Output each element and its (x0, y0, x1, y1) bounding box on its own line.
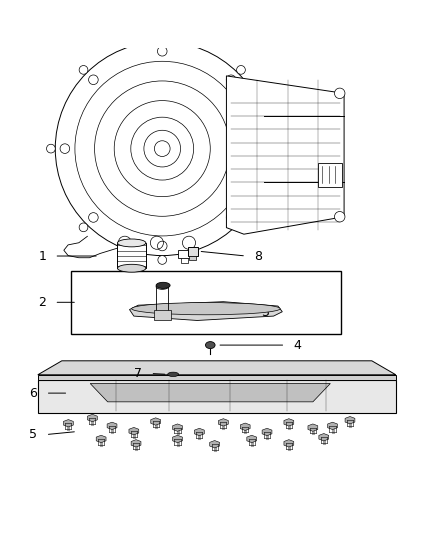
Ellipse shape (132, 303, 280, 315)
Ellipse shape (168, 372, 179, 376)
Polygon shape (240, 423, 250, 431)
Polygon shape (129, 427, 139, 435)
Bar (71, 271, 341, 334)
Ellipse shape (156, 284, 168, 289)
Circle shape (237, 223, 245, 232)
Text: 6: 6 (29, 386, 37, 400)
Circle shape (79, 223, 88, 232)
Polygon shape (38, 361, 396, 375)
Bar (180, 258, 187, 263)
Polygon shape (38, 375, 396, 380)
Polygon shape (308, 424, 318, 431)
Text: 7: 7 (134, 367, 142, 380)
Circle shape (79, 66, 88, 74)
Bar (153, 310, 171, 320)
Polygon shape (96, 435, 106, 442)
Circle shape (269, 144, 278, 153)
Polygon shape (247, 435, 257, 442)
Text: 8: 8 (254, 249, 262, 263)
Circle shape (237, 66, 245, 74)
Circle shape (158, 256, 166, 264)
Polygon shape (284, 419, 294, 426)
Polygon shape (131, 440, 141, 447)
Circle shape (158, 33, 166, 42)
Ellipse shape (205, 342, 215, 349)
Polygon shape (130, 302, 283, 320)
Polygon shape (345, 416, 355, 424)
Ellipse shape (156, 282, 170, 288)
Polygon shape (210, 440, 219, 448)
Circle shape (46, 144, 55, 153)
Polygon shape (262, 429, 272, 435)
Polygon shape (173, 424, 183, 431)
Polygon shape (328, 422, 337, 430)
Bar (188, 247, 198, 256)
Bar (177, 250, 191, 258)
Polygon shape (284, 440, 294, 447)
Polygon shape (88, 414, 97, 422)
Bar (117, 243, 146, 268)
Text: 2: 2 (38, 296, 46, 309)
Ellipse shape (117, 239, 146, 247)
Bar (189, 256, 196, 260)
Polygon shape (319, 433, 328, 441)
Polygon shape (90, 384, 330, 402)
Bar (318, 163, 342, 187)
Polygon shape (226, 76, 344, 234)
Text: 1: 1 (38, 249, 46, 263)
Text: 5: 5 (29, 428, 37, 441)
Polygon shape (151, 418, 161, 425)
Circle shape (335, 88, 345, 99)
Polygon shape (173, 435, 183, 442)
Polygon shape (38, 380, 396, 413)
Polygon shape (194, 429, 204, 435)
Circle shape (335, 212, 345, 222)
Polygon shape (64, 419, 73, 427)
Text: 3: 3 (261, 306, 269, 319)
Ellipse shape (117, 264, 146, 272)
Polygon shape (219, 419, 228, 426)
Polygon shape (107, 422, 117, 430)
Text: 4: 4 (293, 338, 301, 352)
